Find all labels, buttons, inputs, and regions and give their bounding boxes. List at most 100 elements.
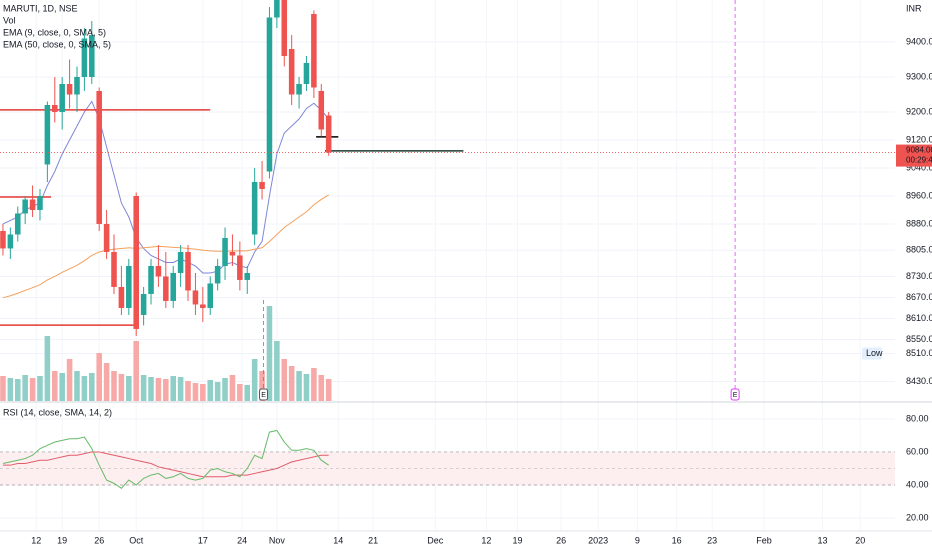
- x-tick-label: Feb: [756, 535, 772, 545]
- volume-bar: [133, 341, 139, 401]
- y-tick-label: 8430.00: [906, 376, 932, 386]
- candle-body: [66, 83, 73, 95]
- volume-bar: [44, 336, 51, 401]
- ema-line: [2, 194, 329, 299]
- candle-body: [222, 237, 228, 266]
- candle-body: [274, 0, 280, 18]
- last-price-label: 9084.00: [906, 146, 932, 155]
- candle-body: [103, 223, 110, 252]
- y-tick-label: 9400.00: [906, 36, 932, 46]
- volume-bar: [59, 373, 65, 401]
- x-tick-label: 2023: [588, 535, 608, 545]
- low-badge-text: Low: [866, 348, 883, 358]
- candle-body: [74, 76, 80, 95]
- candle-body: [244, 272, 251, 280]
- volume-bar: [155, 378, 162, 401]
- volume-bar: [266, 306, 273, 401]
- rsi-line: [2, 429, 329, 489]
- candle-body: [207, 283, 214, 308]
- volume-bar: [200, 384, 206, 401]
- volume-bar: [207, 380, 214, 401]
- volume-bar: [274, 341, 280, 401]
- volume-bar: [259, 371, 265, 401]
- volume-bar: [7, 378, 14, 401]
- y-tick-label: 8610.00: [906, 313, 932, 323]
- candle-body: [89, 34, 95, 77]
- volume-bar: [148, 377, 154, 401]
- candle-body: [0, 230, 6, 249]
- volume-bar: [103, 363, 110, 401]
- candle-body: [214, 265, 221, 284]
- symbol-legend: MARUTI, 1D, NSE: [3, 3, 78, 13]
- x-tick-label: 12: [31, 535, 41, 545]
- candle-body: [118, 286, 125, 308]
- candle-body: [111, 251, 117, 287]
- candle-body: [311, 13, 317, 88]
- x-tick-label: Dec: [427, 535, 444, 545]
- y-tick-label: 8805.00: [906, 245, 932, 255]
- volume-bar: [192, 383, 199, 401]
- volume-bar: [303, 374, 310, 401]
- x-tick-label: 21: [368, 535, 378, 545]
- volume-bar: [296, 371, 302, 401]
- candle-body: [44, 104, 51, 165]
- y-tick-label: 8550.00: [906, 334, 932, 344]
- x-tick-label: 19: [512, 535, 522, 545]
- candle-body: [170, 272, 177, 301]
- event-label: E: [733, 392, 738, 399]
- volume-bar: [0, 376, 6, 401]
- volume-bar: [29, 378, 36, 401]
- x-tick-label: 26: [556, 535, 566, 545]
- candle-body: [177, 251, 184, 273]
- x-tick-label: 9: [635, 535, 640, 545]
- volume-bar: [52, 371, 58, 401]
- volume-bar: [311, 368, 317, 401]
- volume-bar: [81, 376, 88, 401]
- candle-body: [296, 83, 302, 95]
- candle-body: [140, 293, 147, 315]
- ema-legend: EMA (50, close, 0, SMA, 5): [3, 39, 111, 49]
- event-marker: [730, 388, 740, 401]
- candle-body: [259, 181, 265, 189]
- candle-body: [288, 48, 295, 95]
- volume-bar: [14, 379, 21, 401]
- volume-bar: [89, 373, 95, 401]
- candle-body: [251, 181, 258, 235]
- y-tick-label: 8880.00: [906, 218, 932, 228]
- x-tick-label: 17: [198, 535, 208, 545]
- x-tick-label: 16: [672, 535, 682, 545]
- volume-bar: [140, 375, 147, 401]
- event-label: E: [261, 392, 266, 399]
- x-tick-label: 14: [333, 535, 343, 545]
- volume-bar: [66, 359, 73, 401]
- x-tick-label: 20: [855, 535, 865, 545]
- candle-body: [229, 251, 236, 256]
- volume-bar: [222, 378, 228, 401]
- x-tick-label: 24: [237, 535, 247, 545]
- volume-bar: [229, 375, 236, 401]
- volume-legend: Vol: [3, 15, 16, 25]
- x-tick-label: 13: [817, 535, 827, 545]
- x-tick-label: 12: [481, 535, 491, 545]
- x-tick-label: 26: [94, 535, 104, 545]
- x-tick-label: 19: [57, 535, 67, 545]
- volume-bar: [244, 385, 251, 401]
- candle-body: [52, 104, 58, 112]
- candle-body: [266, 17, 273, 172]
- candle-body: [325, 115, 332, 153]
- candle-body: [281, 0, 288, 56]
- rsi-ma-line: [2, 451, 329, 478]
- volume-bar: [177, 377, 184, 401]
- rsi-legend: RSI (14, close, SMA, 14, 2): [3, 407, 112, 417]
- candle-body: [318, 90, 325, 130]
- rsi-tick-label: 40.00: [906, 479, 929, 489]
- volume-bar: [288, 366, 295, 401]
- rsi-tick-label: 20.00: [906, 512, 929, 522]
- rsi-tick-label: 80.00: [906, 413, 929, 423]
- candle-body: [96, 90, 102, 224]
- candle-body: [133, 195, 139, 329]
- y-tick-label: 8670.00: [906, 292, 932, 302]
- rsi-tick-label: 60.00: [906, 446, 929, 456]
- volume-bar: [163, 379, 169, 401]
